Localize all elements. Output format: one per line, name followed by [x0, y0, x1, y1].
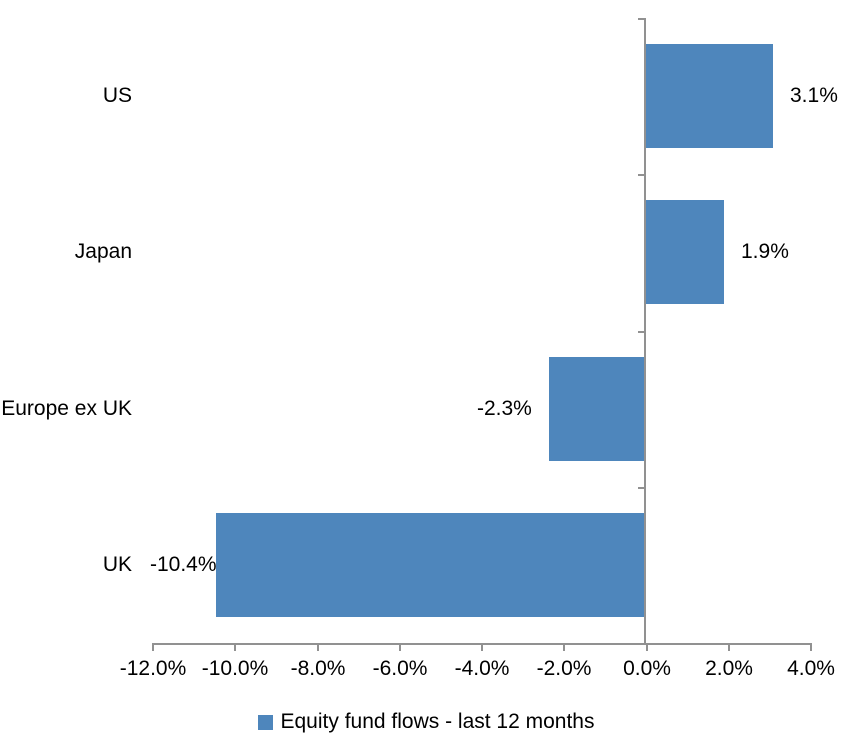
- bar: [646, 44, 773, 148]
- x-tick-label: -12.0%: [119, 657, 187, 680]
- x-axis-tick: [810, 643, 812, 651]
- category-axis-tick: [638, 487, 646, 489]
- x-tick-label: 4.0%: [787, 657, 835, 680]
- x-axis-tick: [399, 643, 401, 651]
- x-axis-tick: [152, 643, 154, 651]
- bar-value-label: 1.9%: [741, 240, 789, 263]
- x-axis-tick: [317, 643, 319, 651]
- x-tick-label: -2.0%: [536, 657, 592, 680]
- x-tick-label: -8.0%: [290, 657, 346, 680]
- bar-value-label: 3.1%: [790, 84, 838, 107]
- category-label: UK: [102, 553, 132, 576]
- x-tick-label: -4.0%: [454, 657, 510, 680]
- category-label: US: [102, 84, 132, 107]
- x-axis-tick: [646, 643, 648, 651]
- bar: [216, 513, 644, 617]
- x-tick-label: 0.0%: [623, 657, 671, 680]
- legend-series-label: Equity fund flows - last 12 months: [280, 710, 595, 733]
- x-axis-tick: [563, 643, 565, 651]
- bar: [549, 357, 644, 461]
- x-tick-label: -6.0%: [372, 657, 428, 680]
- category-axis-tick: [638, 331, 646, 333]
- x-axis-tick: [728, 643, 730, 651]
- bar-value-label: -10.4%: [150, 553, 217, 576]
- legend: Equity fund flows - last 12 months: [0, 709, 852, 735]
- bar: [646, 200, 724, 304]
- bar-value-label: -2.3%: [477, 397, 532, 420]
- legend-color-swatch-icon: [257, 714, 273, 730]
- category-label: Japan: [74, 240, 132, 263]
- x-axis-tick: [234, 643, 236, 651]
- category-axis-tick: [638, 18, 646, 20]
- category-label: Europe ex UK: [1, 397, 132, 420]
- category-axis-tick: [638, 174, 646, 176]
- x-axis-tick: [481, 643, 483, 651]
- x-tick-label: -10.0%: [201, 657, 269, 680]
- x-tick-label: 2.0%: [705, 657, 753, 680]
